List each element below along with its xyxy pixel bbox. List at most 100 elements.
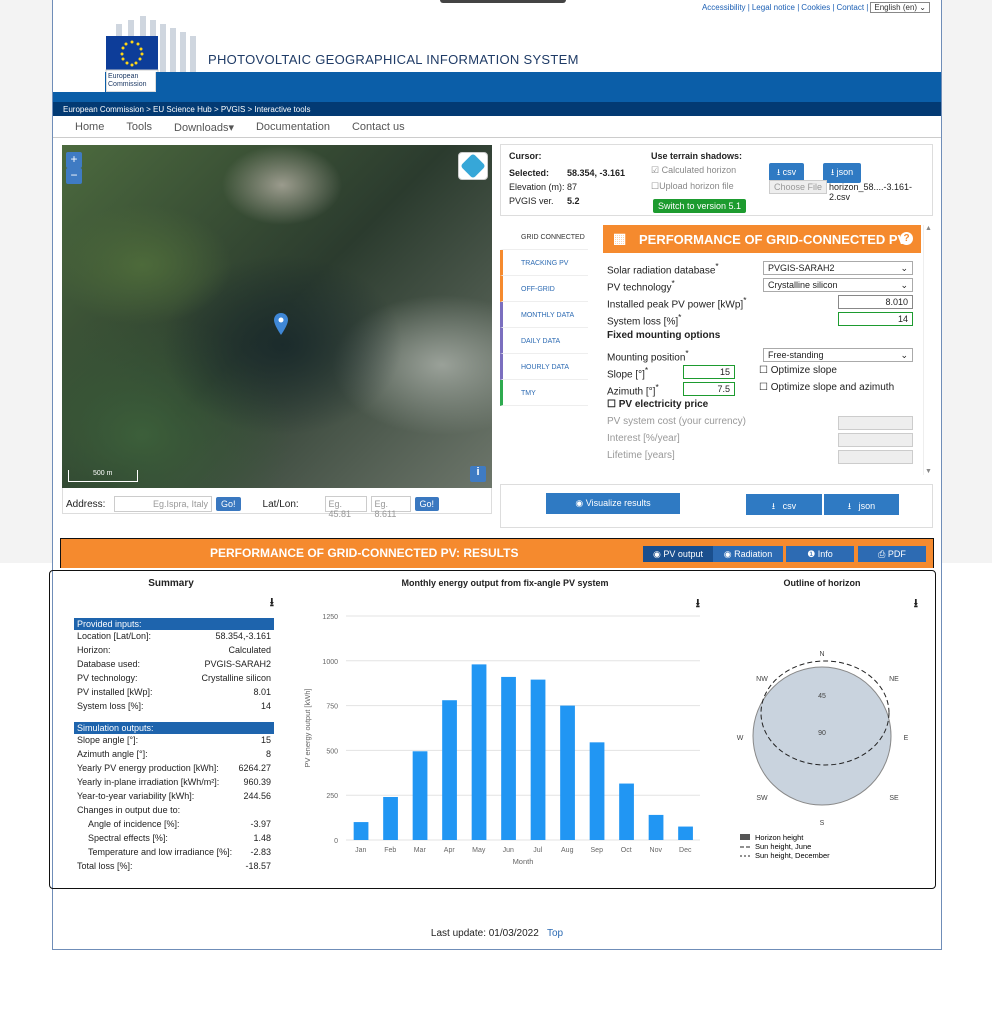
radiation-tab[interactable]: ◉ Radiation [713, 546, 783, 562]
tab-daily-data[interactable]: DAILY DATA [500, 328, 588, 354]
y-tick-label: 750 [326, 704, 338, 711]
download-icon[interactable]: ⭳ [695, 596, 700, 610]
bar-feb[interactable] [383, 796, 398, 840]
lon-input[interactable]: Eg. 8.611 [370, 496, 411, 519]
bar-oct[interactable] [619, 783, 634, 840]
choose-file-button[interactable]: Choose File [769, 180, 828, 194]
legal-notice-link[interactable]: Legal notice | [751, 3, 800, 12]
fixed-mounting-label: Fixed mounting options [607, 330, 721, 341]
bar-aug[interactable] [560, 705, 575, 840]
bar-may[interactable] [471, 664, 487, 840]
calculated-horizon-checkbox[interactable]: ☑ Calculated horizon [651, 165, 736, 176]
lifetime-input[interactable] [838, 450, 913, 464]
selected-label: Selected: [509, 168, 550, 178]
system-loss-input[interactable]: 14 [838, 312, 913, 326]
legend-horizon-swatch [740, 834, 750, 840]
nav-tools[interactable]: Tools [126, 121, 153, 133]
breadcrumb[interactable]: European Commission > EU Science Hub > P… [53, 102, 941, 116]
summary-row-value: -18.57 [245, 861, 271, 871]
logo-caption-box [106, 72, 156, 92]
help-icon[interactable]: ? [900, 232, 913, 245]
horizon-json-button[interactable]: ⭳ json [823, 163, 862, 183]
azimuth-input[interactable]: 7.5 [683, 382, 735, 396]
checkbox-empty-icon: ☐ [651, 181, 660, 191]
x-tick-label: Dec [679, 847, 692, 854]
results-json-button[interactable]: ⭳ json [824, 494, 899, 515]
map-marker-icon[interactable] [274, 313, 288, 335]
info-tab[interactable]: ❶ Info [786, 546, 854, 562]
horizon-filename: horizon_58....-3.161-2.csv [829, 182, 913, 202]
address-input[interactable]: Eg.Ispra, Italy [114, 496, 212, 512]
system-loss-label: System loss [%] [607, 316, 679, 328]
results-csv-button[interactable]: ⭳ csv [746, 494, 822, 515]
upload-horizon-checkbox[interactable]: ☐Upload horizon file [651, 181, 734, 192]
pv-output-tab[interactable]: ◉ PV output [643, 546, 713, 562]
bar-nov[interactable] [648, 814, 664, 840]
pv-price-checkbox[interactable]: ☐ PV electricity price [607, 399, 913, 410]
bar-jun[interactable] [501, 676, 516, 840]
optimize-both-checkbox[interactable]: ☐ Optimize slope and azimuth [759, 382, 894, 393]
summary-row-label: Yearly PV energy production [kWh]: [77, 763, 219, 773]
nav-downloads[interactable]: Downloads▾ [174, 121, 234, 137]
pv-tech-select[interactable]: Crystalline silicon ⌄ [763, 278, 913, 292]
zoom-in-button[interactable]: + [66, 152, 82, 168]
results-csv-label: csv [782, 501, 797, 511]
interest-input[interactable] [838, 433, 913, 447]
download-icon[interactable]: ⭳ [269, 595, 274, 609]
address-go-button[interactable]: Go! [216, 497, 241, 511]
switch-version-button[interactable]: Switch to version 5.1 [653, 199, 747, 213]
optimize-slope-label: Optimize slope [770, 365, 837, 376]
accessibility-link[interactable]: Accessibility | [701, 3, 750, 12]
mounting-select[interactable]: Free-standing ⌄ [763, 348, 913, 362]
optimize-slope-checkbox[interactable]: ☐ Optimize slope [759, 365, 837, 376]
tab-tmy[interactable]: TMY [500, 380, 588, 406]
pdf-tab[interactable]: ⎙ PDF [858, 546, 926, 562]
tab-off-grid[interactable]: OFF-GRID [500, 276, 588, 302]
database-select[interactable]: PVGIS-SARAH2 ⌄ [763, 261, 913, 275]
latlon-go-button[interactable]: Go! [414, 497, 440, 511]
cookies-link[interactable]: Cookies | [801, 3, 835, 12]
summary-row-label: PV technology: [77, 673, 138, 683]
bar-sep[interactable] [589, 742, 605, 840]
form-scrollbar[interactable]: ▲ ▼ [923, 225, 933, 475]
pdf-label: PDF [887, 549, 906, 559]
language-select[interactable]: English (en) ⌄ [870, 2, 930, 13]
tab-hourly-data[interactable]: HOURLY DATA [500, 354, 588, 380]
map-info-button[interactable]: i [470, 466, 486, 482]
performance-header: ▦ PERFORMANCE OF GRID-CONNECTED PV ? [603, 225, 921, 253]
contact-link[interactable]: Contact | [836, 3, 869, 12]
summary-row-label: PV installed [kWp]: [77, 687, 153, 697]
summary-row-value: -2.83 [250, 847, 271, 857]
horizon-csv-button[interactable]: ⭳ csv [769, 163, 805, 183]
version-value: 5.2 [567, 196, 580, 206]
system-cost-input[interactable] [838, 416, 913, 430]
bar-dec[interactable] [678, 826, 693, 840]
bar-mar[interactable] [412, 751, 428, 840]
horizon-csv-label: csv [782, 167, 797, 177]
download-icon[interactable]: ⭳ [913, 596, 918, 610]
system-cost-label: PV system cost (your currency) [607, 416, 746, 427]
latlon-label: Lat/Lon: [262, 498, 299, 510]
bar-apr[interactable] [442, 700, 457, 840]
summary-row-label: Total loss [%]: [77, 861, 133, 871]
tab-grid-connected[interactable]: GRID CONNECTED [500, 224, 588, 250]
top-link[interactable]: Top [546, 928, 564, 939]
nav-home[interactable]: Home [75, 121, 105, 133]
layers-button[interactable] [458, 152, 488, 180]
peak-power-input[interactable]: 8.010 [838, 295, 913, 309]
summary-row-label: Spectral effects [%]: [88, 833, 168, 843]
slope-input[interactable]: 15 [683, 365, 735, 379]
tab-monthly-data[interactable]: MONTHLY DATA [500, 302, 588, 328]
visualize-results-button[interactable]: ◉ Visualize results [546, 493, 680, 514]
zoom-out-button[interactable]: − [66, 168, 82, 184]
legend-june: Sun height, June [755, 842, 811, 851]
tab-tracking-pv[interactable]: TRACKING PV [500, 250, 588, 276]
nav-documentation[interactable]: Documentation [255, 121, 330, 133]
lat-input[interactable]: Eg. 45.81 [324, 496, 367, 519]
bar-jul[interactable] [530, 679, 546, 840]
summary-row: Total loss [%]: -18.57 [74, 860, 274, 874]
bar-jan[interactable] [353, 822, 369, 840]
download-icon: ⭳ [831, 167, 835, 177]
nav-contact[interactable]: Contact us [351, 121, 405, 133]
summary-row: PV installed [kWp]: 8.01 [74, 686, 274, 700]
